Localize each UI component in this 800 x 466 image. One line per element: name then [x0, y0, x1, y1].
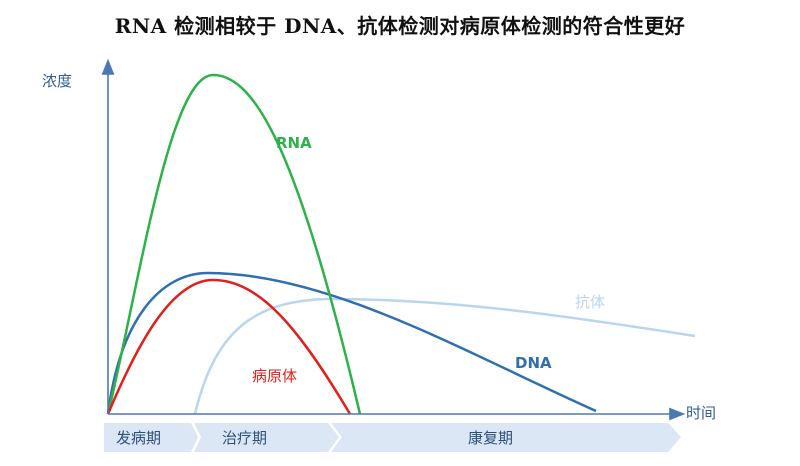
dna-label: DNA: [515, 354, 552, 372]
page-title: RNA 检测相较于 DNA、抗体检测对病原体检测的符合性更好: [114, 14, 686, 38]
rna-curve: [106, 73, 362, 415]
antibody-label: 抗体: [575, 293, 605, 311]
dna-curve: [106, 271, 597, 415]
y-axis-label: 浓度: [42, 72, 72, 90]
antibody-curve: [193, 297, 696, 415]
pathogen-curve: [106, 278, 352, 415]
rna-label: RNA: [276, 134, 312, 152]
phase-bar: [104, 423, 681, 452]
x-axis-label: 时间: [686, 404, 716, 422]
phase-onset-label: 发病期: [116, 429, 161, 447]
phase-onset: [104, 423, 198, 452]
phase-treatment-label: 治疗期: [222, 429, 267, 447]
phase-recovery: [331, 423, 681, 452]
phase-recovery-label: 康复期: [468, 429, 513, 447]
phase-treatment: [194, 423, 339, 452]
pathogen-label: 病原体: [252, 367, 297, 385]
